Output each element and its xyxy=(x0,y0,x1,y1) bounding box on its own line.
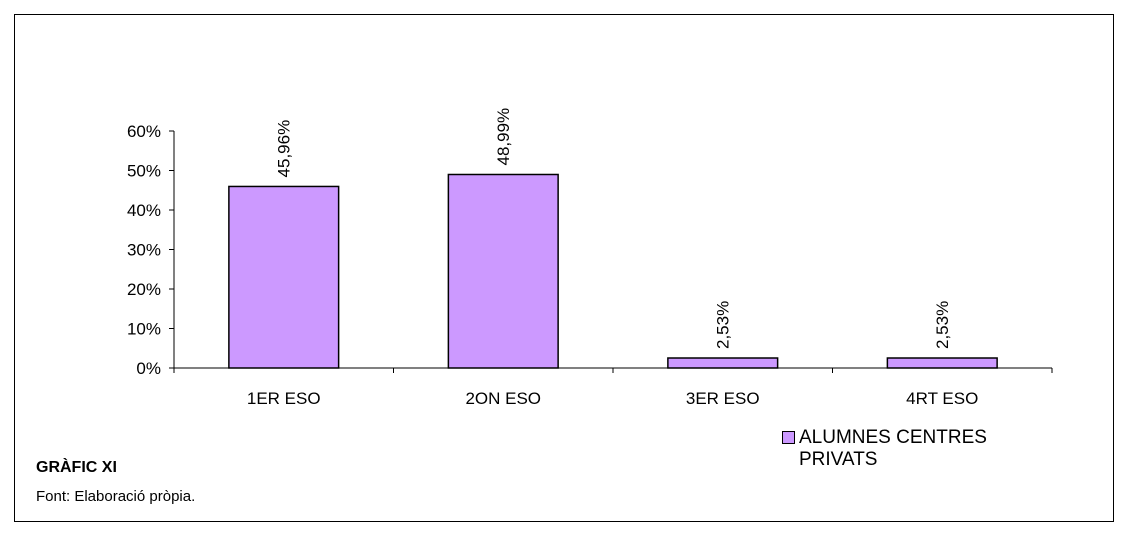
x-tick-label: 4RT ESO xyxy=(906,389,978,408)
data-label: 45,96% xyxy=(275,120,294,178)
chart-frame xyxy=(14,14,1114,522)
y-tick-label: 50% xyxy=(127,162,161,181)
bar xyxy=(886,357,998,369)
figure-caption-title: GRÀFIC XI xyxy=(36,459,117,476)
y-tick-label: 20% xyxy=(127,280,161,299)
legend: ALUMNES CENTRES PRIVATS xyxy=(782,427,1069,471)
y-tick-label: 10% xyxy=(127,320,161,339)
legend-swatch xyxy=(782,431,795,444)
x-tick-label: 2ON ESO xyxy=(465,389,541,408)
data-label: 2,53% xyxy=(933,301,952,349)
data-label: 2,53% xyxy=(714,301,733,349)
figure-source-note: Font: Elaboració pròpia. xyxy=(36,488,196,505)
data-labels: 45,96% 48,99% 2,53% 2,53% xyxy=(275,108,953,349)
y-tick-label: 0% xyxy=(136,359,161,378)
x-tick-label: 1ER ESO xyxy=(247,389,321,408)
y-tick-label: 40% xyxy=(127,201,161,220)
bar xyxy=(228,185,340,369)
bars xyxy=(228,173,998,369)
x-axis: 1ER ESO 2ON ESO 3ER ESO 4RT ESO xyxy=(173,367,1053,408)
y-tick-label: 60% xyxy=(127,122,161,141)
y-tick-label: 30% xyxy=(127,241,161,260)
bar xyxy=(447,173,559,369)
y-axis: 0% 10% 20% 30% 40% 50% 60% xyxy=(127,122,175,378)
bar xyxy=(667,357,779,369)
data-label: 48,99% xyxy=(494,108,513,166)
legend-label: ALUMNES CENTRES PRIVATS xyxy=(799,427,987,470)
x-tick-label: 3ER ESO xyxy=(686,389,760,408)
